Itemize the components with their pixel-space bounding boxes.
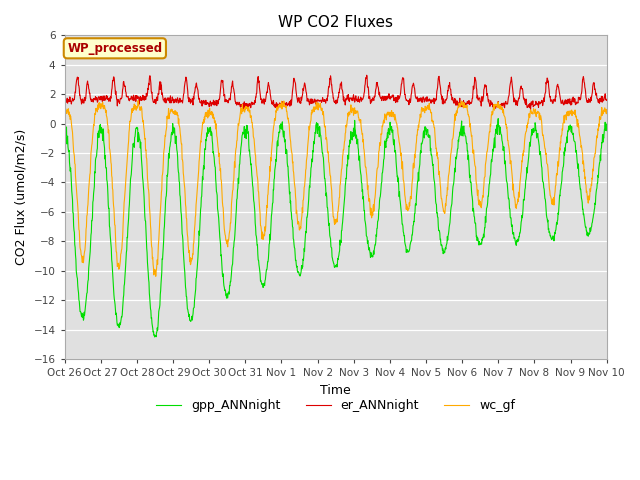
X-axis label: Time: Time: [320, 384, 351, 396]
gpp_ANNnight: [494, 116, 502, 121]
gpp_ANNnight: [182, 284, 189, 290]
gpp_ANNnight: [491, 145, 499, 151]
gpp_ANNnight: [539, 179, 547, 185]
wc_gf: [539, 132, 547, 138]
gpp_ANNnight: [61, 129, 68, 135]
wc_gf: [492, 103, 499, 108]
gpp_ANNnight: [243, 136, 250, 142]
wc_gf: [61, 104, 68, 109]
wc_gf: [134, 98, 142, 104]
er_ANNnight: [492, 102, 499, 108]
er_ANNnight: [420, 99, 428, 105]
Line: gpp_ANNnight: gpp_ANNnight: [65, 119, 607, 337]
Legend: gpp_ANNnight, er_ANNnight, wc_gf: gpp_ANNnight, er_ANNnight, wc_gf: [151, 395, 520, 418]
wc_gf: [182, 204, 189, 210]
Line: er_ANNnight: er_ANNnight: [65, 75, 607, 110]
gpp_ANNnight: [168, 132, 176, 138]
wc_gf: [152, 274, 159, 279]
Text: WP_processed: WP_processed: [67, 42, 163, 55]
wc_gf: [420, 108, 428, 114]
wc_gf: [603, 107, 611, 112]
gpp_ANNnight: [603, 128, 611, 133]
er_ANNnight: [539, 101, 547, 107]
er_ANNnight: [363, 72, 371, 78]
er_ANNnight: [243, 103, 250, 109]
wc_gf: [169, 109, 177, 115]
Title: WP CO2 Fluxes: WP CO2 Fluxes: [278, 15, 393, 30]
er_ANNnight: [181, 79, 189, 85]
Y-axis label: CO2 Flux (umol/m2/s): CO2 Flux (umol/m2/s): [15, 129, 28, 265]
er_ANNnight: [603, 97, 611, 103]
gpp_ANNnight: [151, 334, 159, 340]
wc_gf: [243, 104, 250, 109]
er_ANNnight: [168, 98, 176, 104]
gpp_ANNnight: [420, 128, 428, 134]
Line: wc_gf: wc_gf: [65, 101, 607, 276]
er_ANNnight: [61, 101, 68, 107]
er_ANNnight: [241, 108, 248, 113]
